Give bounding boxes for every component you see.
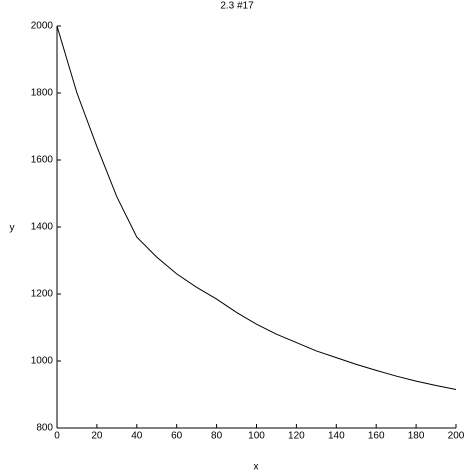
y-tick-label: 1800: [31, 88, 54, 99]
y-axis-label: y: [10, 223, 15, 234]
y-tick-label: 1200: [31, 289, 54, 300]
y-tick-label: 1000: [31, 356, 54, 367]
x-tick-label: 100: [248, 431, 265, 442]
x-tick-label: 160: [368, 431, 385, 442]
y-tick-label: 1600: [31, 155, 54, 166]
x-tick-label: 180: [408, 431, 425, 442]
y-tick-label: 1400: [31, 222, 54, 233]
x-axis-label: x: [254, 462, 259, 473]
y-tick-label: 2000: [31, 21, 54, 32]
x-tick-label: 80: [211, 431, 223, 442]
data-line: [56, 25, 457, 390]
chart-title: 2.3 #17: [220, 1, 254, 12]
x-tick-label: 40: [131, 431, 143, 442]
x-tick-label: 120: [288, 431, 305, 442]
x-tick-label: 20: [91, 431, 103, 442]
x-tick-label: 200: [448, 431, 465, 442]
y-tick-label: 800: [36, 423, 53, 434]
x-tick-label: 0: [54, 431, 60, 442]
x-tick-label: 140: [328, 431, 345, 442]
x-tick-label: 60: [171, 431, 183, 442]
